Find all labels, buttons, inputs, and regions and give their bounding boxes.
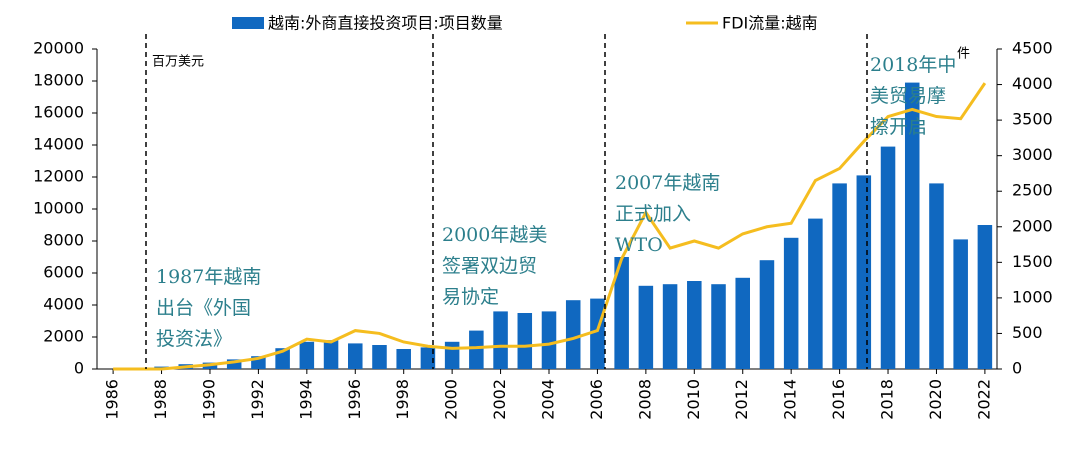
- x-tick-label: 2010: [684, 379, 703, 420]
- y2-tick-label: 1000: [1012, 287, 1053, 306]
- y2-tick-label: 4000: [1012, 74, 1053, 93]
- x-tick-label: 2006: [587, 379, 606, 420]
- bar: [348, 343, 363, 369]
- y2-tick-label: 1500: [1012, 252, 1053, 271]
- y-unit: 百万美元: [152, 55, 204, 70]
- y-tick-label: 4000: [43, 295, 84, 314]
- bar: [880, 146, 896, 369]
- bar: [372, 345, 387, 369]
- x-tick-label: 2008: [635, 379, 654, 420]
- annotation: 2018年中: [870, 54, 956, 76]
- bar: [396, 349, 411, 369]
- y-tick-label: 18000: [33, 71, 84, 90]
- x-tick-label: 1990: [199, 379, 218, 420]
- y-tick-label: 0: [74, 359, 84, 378]
- bar: [323, 340, 339, 369]
- x-tick-label: 1994: [296, 379, 315, 420]
- bar: [929, 183, 944, 369]
- annotation: 擦开启: [870, 116, 927, 138]
- bar: [904, 82, 920, 369]
- y2-tick-label: 2000: [1012, 216, 1053, 235]
- annotation: WTO: [615, 234, 663, 256]
- x-tick-label: 1996: [345, 379, 364, 420]
- x-tick-label: 2022: [974, 379, 993, 420]
- bar: [856, 175, 872, 369]
- bar: [735, 277, 750, 369]
- y2-tick-label: 2500: [1012, 181, 1053, 200]
- bar: [953, 239, 968, 369]
- annotation: 签署双边贸: [442, 255, 537, 277]
- annotation: 出台《外国: [156, 297, 251, 319]
- legend-swatch: [232, 17, 264, 29]
- x-tick-label: 2004: [539, 379, 558, 420]
- y-tick-label: 16000: [33, 103, 84, 122]
- bar: [711, 284, 726, 369]
- bar: [541, 311, 557, 369]
- y2-tick-label: 500: [1012, 323, 1043, 342]
- y2-tick-label: 3000: [1012, 145, 1053, 164]
- annotation: 1987年越南: [156, 266, 261, 288]
- bar: [832, 183, 847, 369]
- bar: [444, 341, 460, 369]
- bar: [687, 281, 702, 369]
- annotation: 2007年越南: [615, 172, 720, 194]
- bar: [638, 285, 654, 369]
- x-tick-label: 1992: [248, 379, 267, 420]
- y-tick-label: 8000: [43, 231, 84, 250]
- bar: [299, 341, 315, 369]
- bar: [783, 237, 799, 369]
- bar: [469, 330, 484, 369]
- annotation: 美贸易摩: [870, 85, 946, 107]
- y-tick-label: 6000: [43, 263, 84, 282]
- x-tick-label: 2000: [442, 379, 461, 420]
- legend-label: FDI流量:越南: [722, 14, 818, 33]
- y2-unit: 件: [957, 47, 970, 62]
- line: [113, 82, 987, 371]
- bar: [517, 313, 533, 369]
- y2-tick-label: 4500: [1012, 39, 1053, 58]
- y2-tick-label: 0: [1012, 359, 1022, 378]
- bar: [226, 359, 242, 369]
- y-tick-label: 20000: [33, 39, 84, 58]
- x-tick-label: 2002: [490, 379, 509, 420]
- bar: [759, 260, 775, 369]
- bar: [977, 225, 993, 369]
- y2-tick-label: 3500: [1012, 110, 1053, 129]
- x-tick-label: 1998: [393, 379, 412, 420]
- bar: [614, 257, 629, 369]
- annotation: 2000年越美: [442, 224, 547, 246]
- x-tick-label: 1988: [151, 379, 170, 420]
- annotation: 投资法》: [156, 328, 232, 350]
- annotation: 易协定: [442, 286, 499, 308]
- bar: [808, 218, 823, 369]
- y-tick-label: 2000: [43, 327, 84, 346]
- y-tick-label: 14000: [33, 135, 84, 154]
- bar: [493, 311, 508, 369]
- y-tick-label: 10000: [33, 199, 84, 218]
- legend-label: 越南:外商直接投资项目:项目数量: [268, 14, 503, 33]
- y-tick-label: 12000: [33, 167, 84, 186]
- x-tick-label: 2012: [732, 379, 751, 420]
- x-tick-label: 1986: [103, 379, 122, 420]
- x-tick-label: 2018: [878, 379, 897, 420]
- bar: [662, 284, 678, 369]
- bar: [420, 347, 436, 369]
- bar: [565, 300, 581, 369]
- x-tick-label: 2020: [926, 379, 945, 420]
- x-tick-label: 2016: [829, 379, 848, 420]
- x-tick-label: 2014: [781, 379, 800, 420]
- annotation: 正式加入: [615, 203, 691, 225]
